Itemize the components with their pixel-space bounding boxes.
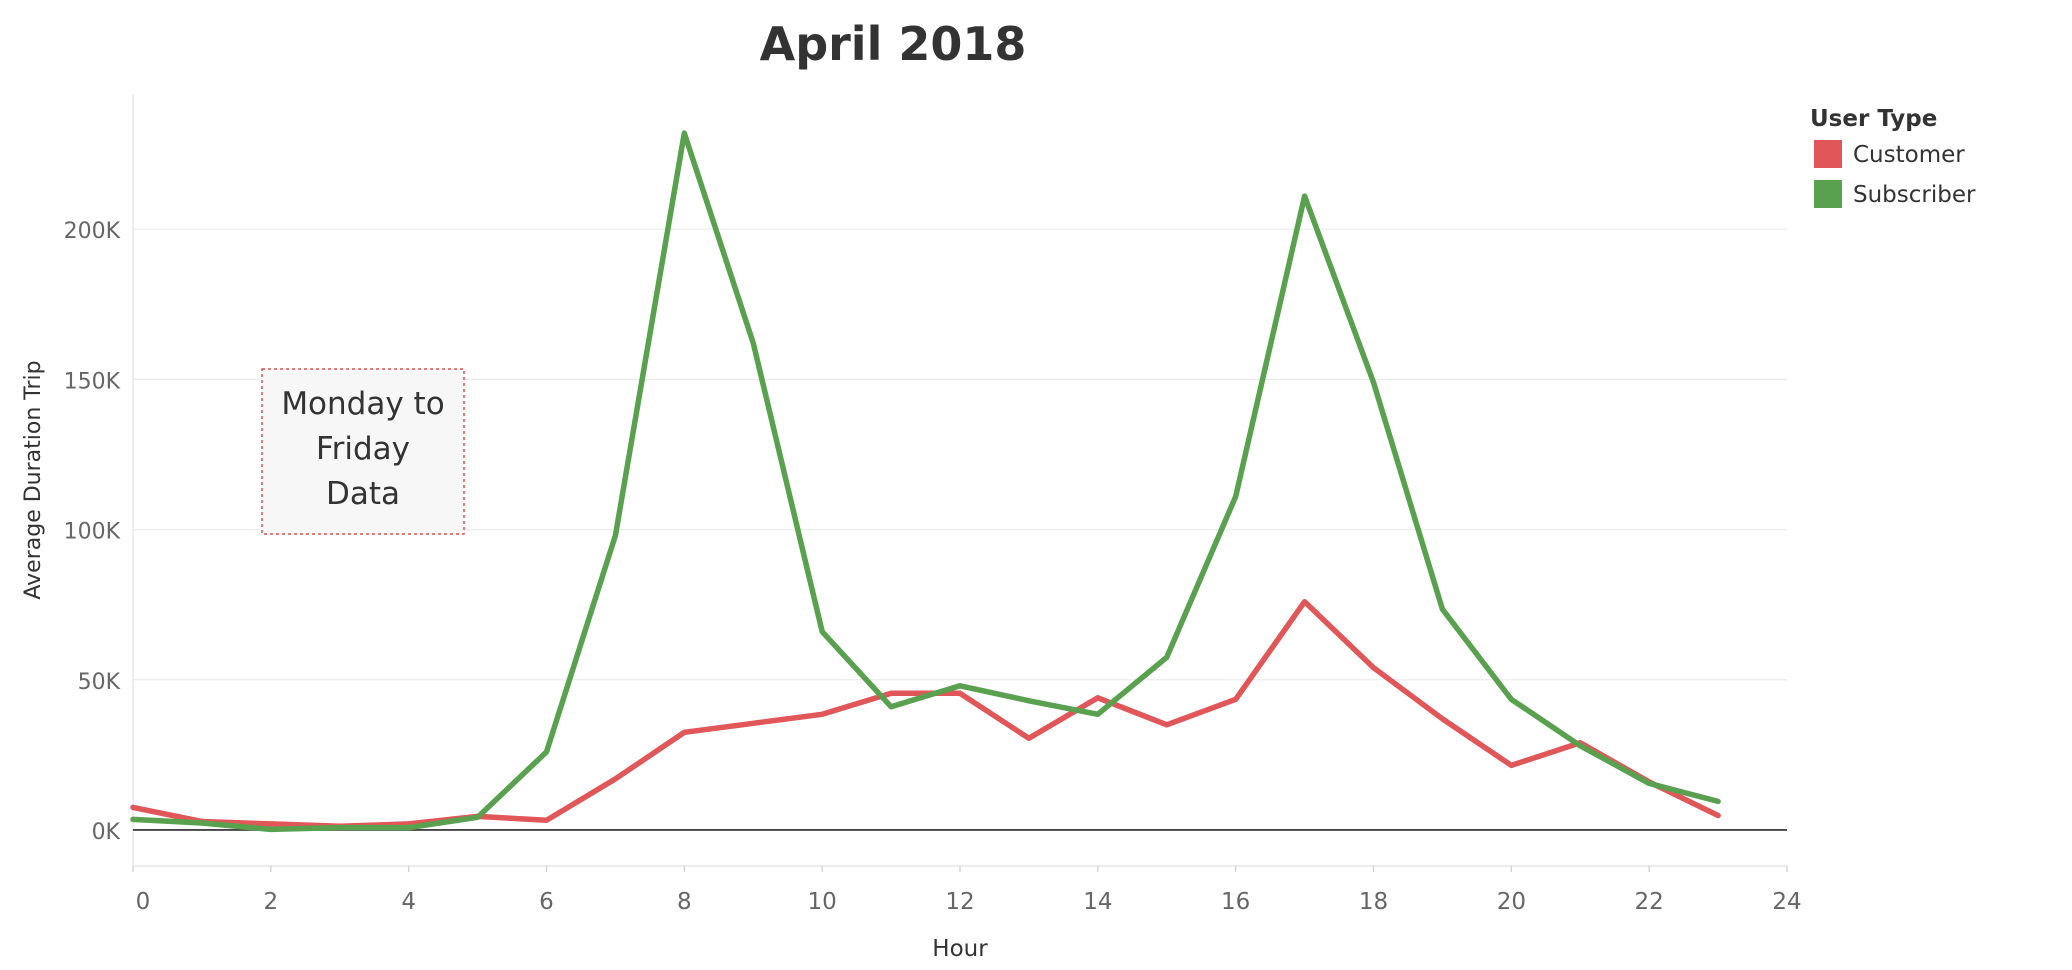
x-axis-ticks: 0 2 4 6 8 10 12 14 16 18 20 22 24 (132, 866, 1802, 915)
y-tick-label: 100K (64, 520, 121, 545)
y-tick-label: 200K (64, 219, 121, 244)
x-tick-label: 12 (945, 889, 974, 915)
legend-swatch-customer (1814, 140, 1842, 168)
x-axis-label: Hour (932, 936, 988, 962)
legend-label-customer: Customer (1853, 142, 1965, 168)
legend-title: User Type (1810, 106, 1937, 132)
y-axis-label: Average Duration Trip (21, 360, 46, 599)
x-tick-label: 4 (401, 889, 416, 915)
series-line-customer (130, 598, 1721, 830)
x-tick-label: 2 (264, 889, 279, 915)
annotation-box: Monday to Friday Data (261, 368, 465, 535)
annotation-line-2: Friday (316, 431, 410, 467)
y-axis-ticks: 0K 50K 100K 150K 200K (64, 219, 121, 845)
x-tick-label: 22 (1635, 889, 1664, 915)
legend-label-subscriber: Subscriber (1853, 182, 1976, 208)
y-tick-label: 150K (64, 369, 121, 394)
series-lines (130, 130, 1721, 833)
y-tick-label: 50K (78, 670, 121, 695)
chart-title: April 2018 (760, 17, 1027, 71)
series-line-subscriber (130, 130, 1721, 833)
x-tick-label: 10 (808, 889, 837, 915)
x-tick-label: 16 (1221, 889, 1250, 915)
x-tick-label: 18 (1359, 889, 1388, 915)
annotation-frame (261, 368, 465, 535)
legend: User Type Customer Subscriber (1810, 106, 1976, 208)
y-tick-label: 0K (92, 820, 121, 845)
annotation-line-3: Data (326, 476, 400, 512)
x-tick-label: 24 (1772, 889, 1801, 915)
legend-swatch-subscriber (1814, 180, 1842, 208)
x-tick-label: 0 (136, 889, 151, 915)
x-tick-label: 8 (677, 889, 692, 915)
x-tick-label: 14 (1083, 889, 1112, 915)
x-tick-label: 6 (539, 889, 554, 915)
x-tick-label: 20 (1497, 889, 1526, 915)
annotation-line-1: Monday to (281, 386, 444, 422)
